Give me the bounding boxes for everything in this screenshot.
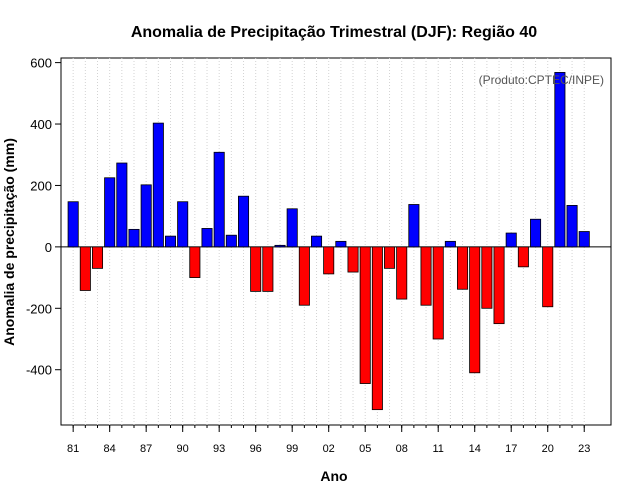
y-tick-label: 0 xyxy=(45,240,52,255)
bar-1984 xyxy=(104,177,116,248)
plot-frame xyxy=(60,57,612,426)
x-axis: 81 84 87 90 93 96 99 02 05 08 11 14 17 20 23 xyxy=(67,425,590,455)
x-tick-label: 08 xyxy=(396,443,408,455)
bar-1998 xyxy=(274,244,286,248)
bar-1981 xyxy=(67,201,79,248)
bar-2017 xyxy=(505,232,517,248)
bar-1995 xyxy=(238,195,250,248)
chart-title: Anomalia de Precipitação Trimestral (DJF… xyxy=(131,24,537,41)
bar-2004 xyxy=(347,246,359,273)
bar-1986 xyxy=(128,228,140,248)
y-tick-label: 600 xyxy=(30,56,52,71)
x-tick-label: 05 xyxy=(359,443,371,455)
x-tick-label: 81 xyxy=(67,443,79,455)
bar-1993 xyxy=(213,151,225,248)
bar-1990 xyxy=(177,201,189,248)
bar-2011 xyxy=(432,246,444,340)
bar-1983 xyxy=(91,246,104,269)
bar-2021 xyxy=(554,72,566,248)
x-tick-label: 84 xyxy=(104,443,116,455)
bar-2010 xyxy=(420,246,432,306)
bar-1992 xyxy=(201,228,213,248)
y-tick-label: -400 xyxy=(26,363,52,378)
x-tick-label: 96 xyxy=(250,443,262,455)
bar-2006 xyxy=(371,246,383,411)
bar-1989 xyxy=(165,235,177,248)
bar-2023 xyxy=(578,231,590,248)
bars xyxy=(67,72,590,411)
bar-2005 xyxy=(359,246,371,384)
x-tick-label: 93 xyxy=(213,443,225,455)
y-tick-label: 200 xyxy=(30,178,52,193)
bar-2016 xyxy=(493,246,505,325)
bar-2020 xyxy=(542,246,554,308)
y-axis: -400 -200 0 200 400 600 xyxy=(26,56,61,378)
bar-2015 xyxy=(481,246,493,309)
bar-1991 xyxy=(189,246,201,278)
bar-2003 xyxy=(335,240,347,248)
bar-2001 xyxy=(311,235,323,248)
bar-2007 xyxy=(384,246,396,269)
x-tick-label: 23 xyxy=(578,443,590,455)
bar-2002 xyxy=(323,246,335,275)
bar-2009 xyxy=(408,204,420,248)
bar-1994 xyxy=(225,234,237,248)
bar-1999 xyxy=(286,208,298,248)
x-tick-label: 17 xyxy=(505,443,517,455)
x-tick-label: 02 xyxy=(323,443,335,455)
bar-1997 xyxy=(262,246,274,292)
y-tick-label: 400 xyxy=(30,117,52,132)
bar-1988 xyxy=(152,122,164,248)
x-tick-label: 90 xyxy=(177,443,189,455)
x-tick-label: 14 xyxy=(469,443,481,455)
bar-1985 xyxy=(116,162,128,248)
bar-2014 xyxy=(469,246,481,374)
bar-1982 xyxy=(79,246,91,291)
x-tick-label: 87 xyxy=(140,443,152,455)
bar-2022 xyxy=(566,205,578,248)
x-tick-label: 99 xyxy=(286,443,298,455)
bar-1996 xyxy=(250,246,262,292)
y-tick-label: -200 xyxy=(26,301,52,316)
y-axis-label: Anomalia de precipitação (mm) xyxy=(1,138,17,346)
x-tick-label: 11 xyxy=(433,443,444,455)
bar-2018 xyxy=(517,246,529,268)
bar-2000 xyxy=(298,246,310,306)
bar-1987 xyxy=(140,184,152,248)
source-annotation: (Produto:CPTEC/INPE) xyxy=(479,73,604,87)
x-axis-label: Ano xyxy=(320,468,347,484)
bar-2019 xyxy=(530,218,542,248)
x-tick-label: 20 xyxy=(542,443,554,455)
bar-2012 xyxy=(444,240,456,248)
bar-2013 xyxy=(457,246,469,290)
bar-2008 xyxy=(396,246,408,300)
